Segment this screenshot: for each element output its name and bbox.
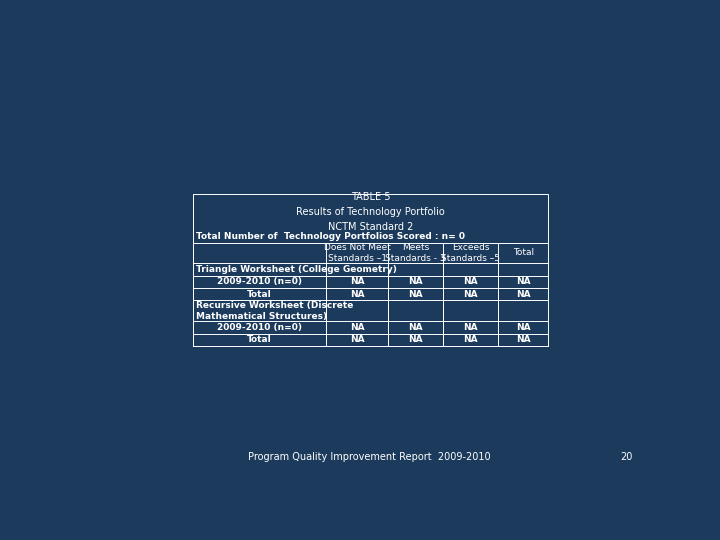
Text: NA: NA <box>408 323 423 332</box>
Text: Total: Total <box>513 248 534 258</box>
Text: Triangle Worksheet (College Geometry): Triangle Worksheet (College Geometry) <box>196 265 397 274</box>
Text: NA: NA <box>464 278 478 286</box>
Text: Total: Total <box>247 335 272 344</box>
Text: Program Quality Improvement Report  2009-2010: Program Quality Improvement Report 2009-… <box>248 453 490 462</box>
Text: NA: NA <box>464 323 478 332</box>
Text: NA: NA <box>350 289 364 299</box>
Text: NA: NA <box>350 335 364 344</box>
Text: NA: NA <box>408 335 423 344</box>
Text: Total: Total <box>247 289 272 299</box>
Bar <box>193 194 548 346</box>
Text: NA: NA <box>516 323 531 332</box>
Text: NA: NA <box>464 335 478 344</box>
Text: Meets
Standards - 3: Meets Standards - 3 <box>385 243 446 263</box>
Text: NA: NA <box>516 289 531 299</box>
Text: Exceeds
Standards –5: Exceeds Standards –5 <box>441 243 500 263</box>
Text: NA: NA <box>516 278 531 286</box>
Text: 2009-2010 (n=0): 2009-2010 (n=0) <box>217 323 302 332</box>
Text: 20: 20 <box>620 453 632 462</box>
Text: NA: NA <box>408 289 423 299</box>
Text: NA: NA <box>350 278 364 286</box>
Text: Does Not Meet
Standards –1: Does Not Meet Standards –1 <box>324 243 391 263</box>
Text: NA: NA <box>464 289 478 299</box>
Text: TABLE 5
Results of Technology Portfolio
NCTM Standard 2: TABLE 5 Results of Technology Portfolio … <box>296 192 445 232</box>
Text: NA: NA <box>350 323 364 332</box>
Text: NA: NA <box>408 278 423 286</box>
Text: 2009-2010 (n=0): 2009-2010 (n=0) <box>217 278 302 286</box>
Text: Recursive Worksheet (Discrete
Mathematical Structures): Recursive Worksheet (Discrete Mathematic… <box>196 301 354 321</box>
Text: NA: NA <box>516 335 531 344</box>
Text: Total Number of  Technology Portfolios Scored : n= 0: Total Number of Technology Portfolios Sc… <box>196 232 465 241</box>
